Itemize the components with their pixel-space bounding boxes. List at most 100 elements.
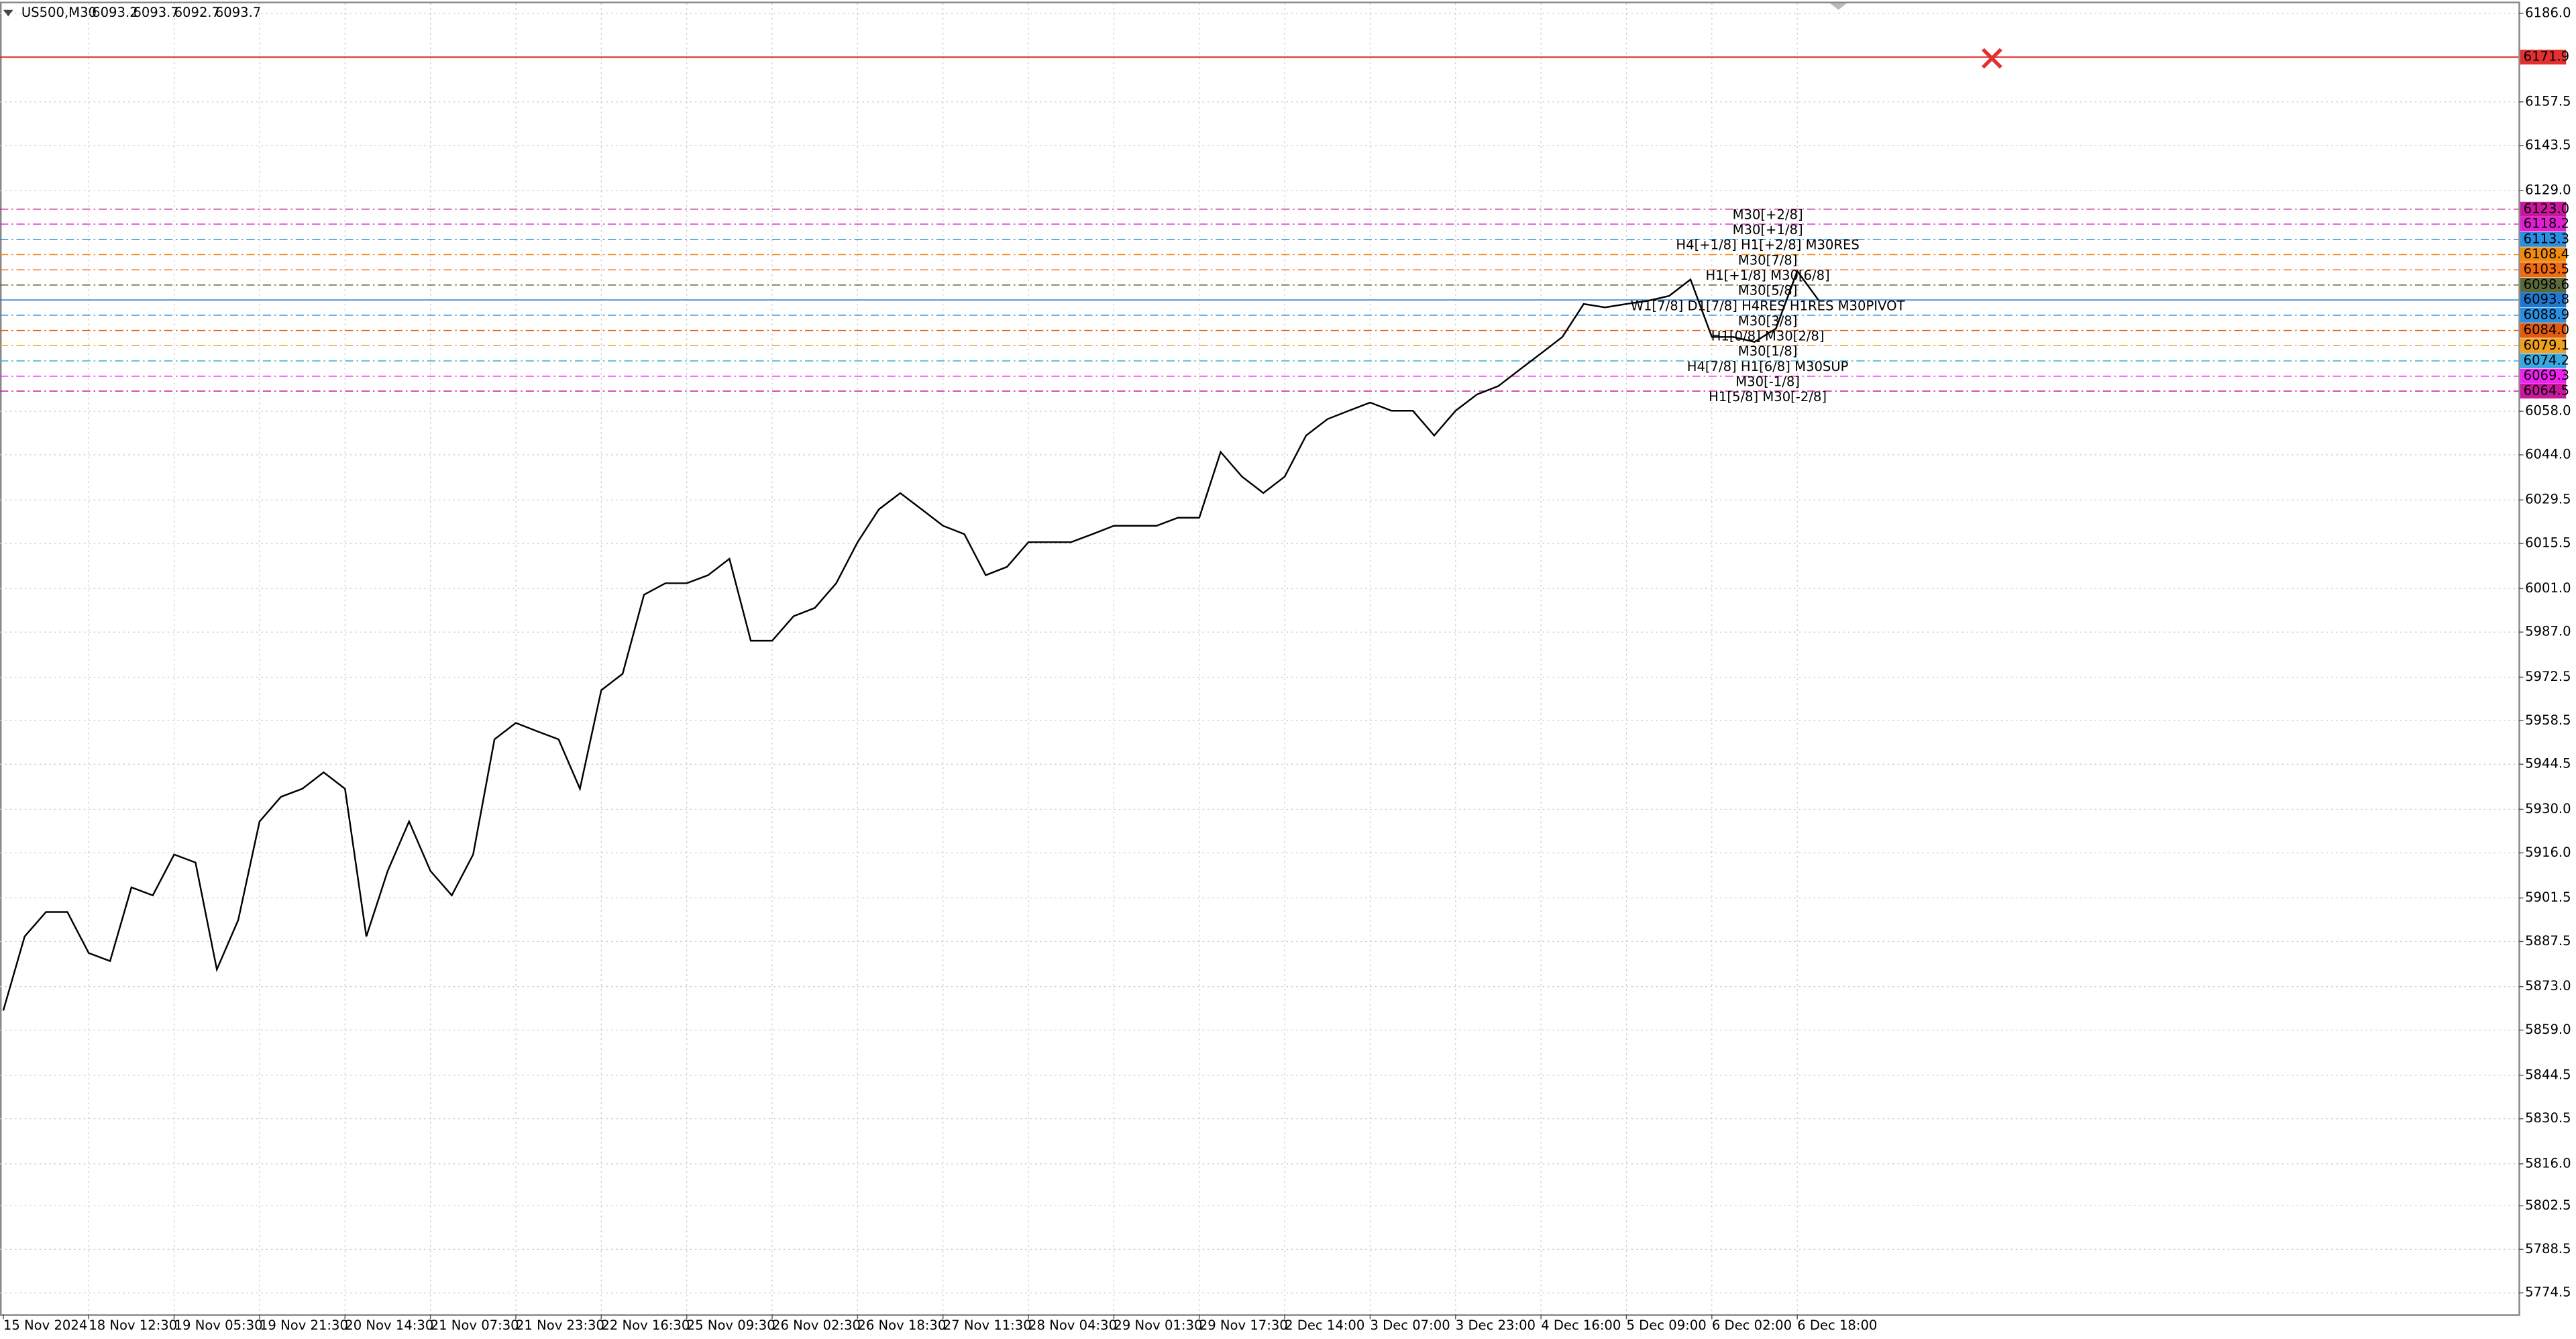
y-tick-label: 5930.0 bbox=[2525, 801, 2571, 816]
level-annotation: M30[3/8] bbox=[1738, 313, 1798, 329]
y-tick-label: 5830.5 bbox=[2525, 1110, 2571, 1126]
x-tick-label: 26 Nov 02:30 bbox=[772, 1318, 861, 1333]
level-price-box bbox=[2520, 247, 2567, 262]
level-price-box bbox=[2520, 262, 2567, 278]
x-tick-label: 25 Nov 09:30 bbox=[687, 1318, 775, 1333]
level-price-box bbox=[2520, 368, 2567, 384]
y-tick-label: 5844.5 bbox=[2525, 1067, 2571, 1082]
ohlc-value: 6093.7 bbox=[215, 5, 262, 20]
y-tick-label: 6015.5 bbox=[2525, 535, 2571, 551]
x-tick-label: 19 Nov 21:30 bbox=[260, 1318, 348, 1333]
level-annotation: M30[+1/8] bbox=[1733, 222, 1803, 237]
stop-price-box bbox=[2520, 50, 2567, 65]
y-tick-label: 6058.0 bbox=[2525, 403, 2571, 419]
x-tick-label: 5 Dec 09:00 bbox=[1626, 1318, 1706, 1333]
y-tick-label: 5958.5 bbox=[2525, 712, 2571, 728]
y-tick-label: 5901.5 bbox=[2525, 890, 2571, 905]
level-annotation: W1[7/8] D1[7/8] H4RES H1RES M30PIVOT bbox=[1631, 298, 1906, 313]
level-price-box bbox=[2520, 338, 2567, 354]
y-tick-label: 5788.5 bbox=[2525, 1241, 2571, 1256]
level-annotation: M30[1/8] bbox=[1738, 343, 1798, 359]
x-tick-label: 4 Dec 16:00 bbox=[1541, 1318, 1621, 1333]
level-annotation: H1[5/8] M30[-2/8] bbox=[1709, 389, 1827, 405]
level-price-box bbox=[2520, 307, 2567, 323]
level-price-label: 6064.5 bbox=[2524, 382, 2570, 398]
level-price-label: 6118.2 bbox=[2524, 216, 2570, 231]
x-tick-label: 29 Nov 17:30 bbox=[1199, 1318, 1288, 1333]
level-annotation: H1[+1/8] M30[6/8] bbox=[1706, 268, 1830, 283]
x-tick-label: 15 Nov 2024 bbox=[3, 1318, 87, 1333]
level-price-box bbox=[2520, 383, 2567, 398]
level-price-label: 6079.1 bbox=[2524, 337, 2570, 353]
x-tick-label: 20 Nov 14:30 bbox=[345, 1318, 433, 1333]
level-price-label: 6108.4 bbox=[2524, 246, 2570, 262]
level-annotation: H4[+1/8] H1[+2/8] M30RES bbox=[1676, 237, 1859, 253]
level-price-box bbox=[2520, 201, 2567, 217]
level-price-label: 6069.3 bbox=[2524, 368, 2570, 383]
y-tick-label: 6157.5 bbox=[2525, 93, 2571, 109]
level-annotation: M30[-1/8] bbox=[1735, 374, 1800, 390]
level-price-box bbox=[2520, 217, 2567, 232]
level-annotation: H1[0/8] M30[2/8] bbox=[1711, 329, 1825, 344]
y-tick-label: 5774.5 bbox=[2525, 1285, 2571, 1300]
x-tick-label: 28 Nov 04:30 bbox=[1028, 1318, 1117, 1333]
y-tick-label: 5816.0 bbox=[2525, 1155, 2571, 1171]
x-tick-label: 3 Dec 07:00 bbox=[1370, 1318, 1450, 1333]
x-tick-label: 21 Nov 23:30 bbox=[516, 1318, 604, 1333]
ohlc-value: 6092.7 bbox=[174, 5, 221, 20]
menu-marker bbox=[3, 9, 13, 17]
ohlc-value: 6093.7 bbox=[133, 5, 179, 20]
plot-frame bbox=[0, 1, 2520, 1316]
x-tick-label: 21 Nov 07:30 bbox=[431, 1318, 519, 1333]
price-line bbox=[2, 269, 1820, 1011]
y-tick-label: 6186.0 bbox=[2525, 5, 2571, 20]
y-tick-label: 5859.0 bbox=[2525, 1022, 2571, 1037]
level-price-box bbox=[2520, 231, 2567, 247]
x-tick-label: 3 Dec 23:00 bbox=[1456, 1318, 1536, 1333]
y-tick-label: 6129.0 bbox=[2525, 182, 2571, 197]
level-price-label: 6074.2 bbox=[2524, 353, 2570, 368]
x-tick-label: 19 Nov 05:30 bbox=[174, 1318, 263, 1333]
stop-price-label: 6171.9 bbox=[2524, 49, 2570, 64]
x-tick-label: 26 Nov 18:30 bbox=[857, 1318, 946, 1333]
y-tick-label: 5887.5 bbox=[2525, 933, 2571, 949]
x-tick-label: 6 Dec 02:00 bbox=[1712, 1318, 1792, 1333]
level-annotation: M30[7/8] bbox=[1738, 252, 1798, 268]
level-price-label: 6098.6 bbox=[2524, 276, 2570, 292]
x-tick-label: 6 Dec 18:00 bbox=[1797, 1318, 1877, 1333]
scroll-marker bbox=[1830, 3, 1847, 10]
y-tick-label: 6029.5 bbox=[2525, 492, 2571, 507]
level-price-box bbox=[2520, 323, 2567, 338]
level-price-box bbox=[2520, 353, 2567, 369]
x-tick-label: 22 Nov 16:30 bbox=[601, 1318, 690, 1333]
y-tick-label: 5873.0 bbox=[2525, 978, 2571, 994]
y-tick-label: 5916.0 bbox=[2525, 845, 2571, 860]
stop-marker bbox=[1982, 48, 2002, 69]
level-annotation: H4[7/8] H1[6/8] M30SUP bbox=[1687, 359, 1849, 374]
level-annotation: M30[5/8] bbox=[1738, 283, 1798, 299]
x-tick-label: 2 Dec 14:00 bbox=[1285, 1318, 1364, 1333]
y-tick-label: 5802.5 bbox=[2525, 1197, 2571, 1213]
x-tick-label: 27 Nov 11:30 bbox=[943, 1318, 1032, 1333]
ohlc-value: 6093.2 bbox=[92, 5, 138, 20]
level-price-label: 6123.0 bbox=[2524, 201, 2570, 216]
level-price-label: 6088.9 bbox=[2524, 307, 2570, 322]
y-tick-label: 6044.0 bbox=[2525, 446, 2571, 462]
y-tick-label: 6143.5 bbox=[2525, 137, 2571, 152]
level-price-box bbox=[2520, 292, 2567, 308]
y-tick-label: 5987.0 bbox=[2525, 624, 2571, 639]
x-tick-label: 29 Nov 01:30 bbox=[1114, 1318, 1202, 1333]
y-tick-label: 5972.5 bbox=[2525, 669, 2571, 684]
symbol: US500,M30 bbox=[21, 5, 97, 20]
level-annotation: M30[+2/8] bbox=[1733, 207, 1803, 222]
x-tick-label: 18 Nov 12:30 bbox=[89, 1318, 177, 1333]
level-price-label: 6113.3 bbox=[2524, 231, 2570, 246]
y-tick-label: 5944.5 bbox=[2525, 756, 2571, 771]
level-price-box bbox=[2520, 277, 2567, 292]
level-price-label: 6084.0 bbox=[2524, 322, 2570, 337]
y-tick-label: 6001.0 bbox=[2525, 580, 2571, 596]
level-price-label: 6093.8 bbox=[2524, 292, 2570, 307]
